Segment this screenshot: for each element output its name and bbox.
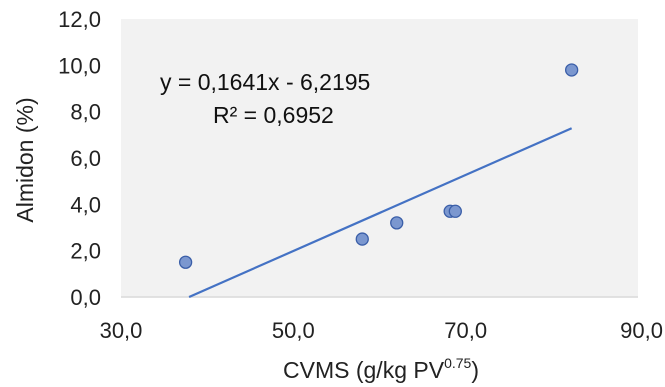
y-tick-label: 8,0 bbox=[70, 100, 101, 125]
data-point bbox=[355, 232, 369, 246]
x-axis-title: CVMS (g/kg PV0.75) bbox=[283, 355, 479, 383]
trendline-equation: y = 0,1641x - 6,2195 bbox=[160, 69, 370, 95]
y-tick-label: 4,0 bbox=[70, 192, 101, 217]
y-axis-title: Almidon (%) bbox=[12, 97, 38, 222]
y-tick-labels: 0,0 2,0 4,0 6,0 8,0 10,0 12,0 bbox=[58, 7, 101, 310]
data-points bbox=[178, 63, 579, 269]
y-tick-label: 6,0 bbox=[70, 146, 101, 171]
x-tick-label: 50,0 bbox=[272, 318, 315, 343]
y-tick-label: 0,0 bbox=[70, 285, 101, 310]
data-point bbox=[565, 63, 579, 77]
trendline bbox=[188, 127, 573, 299]
x-axis-title-superscript: 0.75 bbox=[444, 355, 471, 371]
x-tick-label: 90,0 bbox=[620, 318, 663, 343]
data-point bbox=[178, 255, 193, 269]
x-tick-labels: 30,0 50,0 70,0 90,0 bbox=[100, 318, 663, 343]
data-point bbox=[390, 216, 404, 230]
y-tick-label: 10,0 bbox=[58, 53, 101, 78]
x-axis-title-suffix: ) bbox=[471, 357, 479, 383]
x-tick-label: 30,0 bbox=[100, 318, 143, 343]
y-tick-label: 2,0 bbox=[70, 239, 101, 264]
x-axis-title-main: CVMS (g/kg PV bbox=[283, 357, 445, 383]
x-tick-label: 70,0 bbox=[444, 318, 487, 343]
trendline-r-squared: R² = 0,6952 bbox=[213, 102, 334, 128]
plot-area bbox=[121, 19, 638, 297]
y-tick-label: 12,0 bbox=[58, 7, 101, 32]
data-point bbox=[448, 204, 462, 218]
